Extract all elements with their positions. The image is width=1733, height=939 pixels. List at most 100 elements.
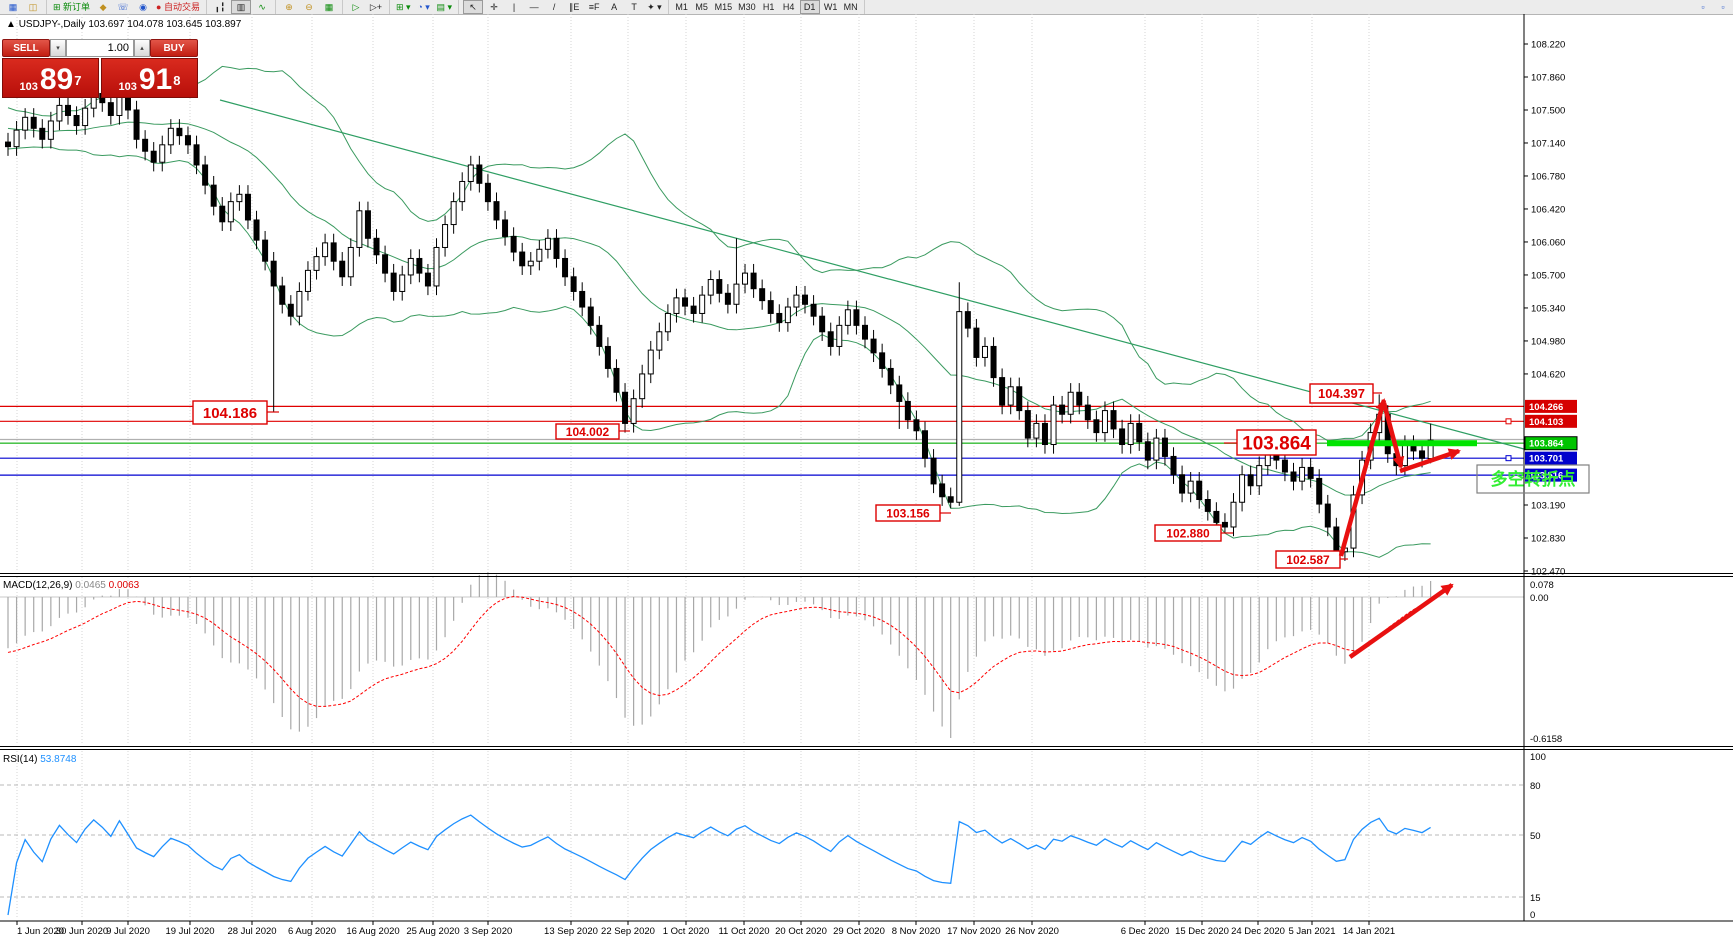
line-handle[interactable]: [1505, 455, 1512, 462]
candle-chart-icon[interactable]: ▥: [230, 0, 251, 14]
line-chart-icon[interactable]: ∿: [258, 2, 266, 12]
chart-window-icon[interactable]: ▦: [8, 2, 18, 12]
candle-body: [236, 193, 243, 203]
trend-arrow[interactable]: [1348, 583, 1454, 659]
candle-body: [810, 303, 817, 317]
tf-m30[interactable]: M30: [738, 2, 756, 12]
candle-body: [1153, 437, 1160, 461]
candle-body: [5, 141, 11, 148]
candle-body: [1221, 521, 1228, 528]
candle-body: [330, 242, 337, 262]
shapes-tool[interactable]: ✦ ▾: [647, 2, 662, 12]
collapse-arrow-icon[interactable]: ▲: [6, 19, 16, 30]
candle-body: [1161, 437, 1168, 457]
candle-body: [870, 338, 877, 354]
candle-body: [150, 150, 157, 163]
candle-body: [424, 272, 431, 287]
help-icon[interactable]: ▫: [1701, 2, 1705, 12]
tf-m5[interactable]: M5: [695, 2, 708, 12]
tile-windows-icon[interactable]: ▦: [324, 2, 334, 12]
cursor-tool[interactable]: ↖: [463, 0, 484, 14]
key-level-bar[interactable]: [1327, 440, 1477, 447]
fibo-tool[interactable]: ≡F: [588, 2, 600, 12]
trendline-tool[interactable]: /: [552, 2, 556, 12]
zoom-in-icon[interactable]: ⊕: [285, 2, 293, 12]
search-icon[interactable]: ▫: [1721, 2, 1725, 12]
main-toolbar: ▦ ◫ ⊞ 新订单 ◆ ☏ ◉ ● 自动交易 ╻╏ ▥ ∿ ⊕ ⊖ ▦ ▷ ▷+ ⊞ ▾ ◔ ▾ ▤ ▾ ↖ ✛ | — /…: [0, 0, 1733, 15]
channel-tool[interactable]: ∥E: [568, 2, 580, 12]
price-axis-label: 105.700: [1531, 270, 1565, 281]
volume-up-button[interactable]: ▴: [134, 39, 150, 57]
vline-tool[interactable]: |: [512, 2, 516, 12]
profile-preview-icon[interactable]: ◫: [28, 2, 38, 12]
strategy-tester-icon[interactable]: ▷: [352, 2, 360, 12]
candle-body: [999, 377, 1006, 406]
bid-quote[interactable]: 103 89 7: [2, 58, 99, 98]
tf-h1[interactable]: H1: [762, 2, 775, 12]
label-tool[interactable]: T: [631, 2, 637, 12]
price-tag-label: 103.516: [1529, 471, 1563, 482]
candle-body: [981, 345, 988, 358]
candle-body: [1290, 471, 1297, 482]
candle-body: [742, 272, 749, 285]
price-axis-label: 107.860: [1531, 72, 1565, 83]
tf-m1[interactable]: M1: [675, 2, 688, 12]
period-button[interactable]: ◔ ▾: [417, 2, 430, 12]
hline-tool[interactable]: —: [529, 2, 539, 12]
volume-down-button[interactable]: ▾: [50, 39, 66, 57]
tf-m15[interactable]: M15: [714, 2, 733, 12]
candle-body: [1401, 444, 1408, 467]
date-axis-label: 26 Nov 2020: [1005, 926, 1059, 937]
autotrade-button[interactable]: ● 自动交易: [156, 2, 200, 12]
candle-body: [1067, 391, 1074, 415]
trend-arrow[interactable]: [1399, 448, 1461, 474]
price-tag-label: 104.103: [1529, 417, 1563, 428]
candle-body: [167, 127, 174, 146]
note-box[interactable]: [1476, 464, 1590, 494]
trend-arrow[interactable]: [1338, 398, 1388, 557]
candle-body: [682, 297, 689, 307]
new-order-button[interactable]: ⊞ 新订单: [53, 2, 91, 12]
tf-w1[interactable]: W1: [823, 2, 838, 12]
bar-chart-icon[interactable]: ╻╏: [214, 2, 226, 12]
volume-input[interactable]: 1.00: [66, 39, 134, 57]
signal-icon[interactable]: ◉: [139, 2, 147, 12]
trend-arrow[interactable]: [1381, 402, 1405, 469]
price-annotation-label: 104.186: [203, 405, 257, 422]
price-annotation-box[interactable]: [1236, 429, 1317, 456]
candle-body: [862, 324, 868, 340]
candle-body: [142, 138, 149, 152]
add-indicator-button[interactable]: ⊞ ▾: [395, 2, 411, 12]
zoom-out-icon[interactable]: ⊖: [305, 2, 313, 12]
candle-body: [1033, 422, 1040, 439]
tf-h4[interactable]: H4: [782, 2, 795, 12]
text-tool[interactable]: A: [611, 2, 618, 12]
buy-button[interactable]: BUY: [150, 39, 198, 57]
candle-body: [656, 331, 663, 351]
bollinger-upper: [7, 65, 1431, 442]
price-chart[interactable]: 108.220 107.860 107.500 107.140 106.780 106.4…: [0, 14, 1733, 939]
line-handle[interactable]: [1505, 418, 1512, 425]
template-button[interactable]: ▤ ▾: [436, 2, 453, 12]
candle-body: [1230, 501, 1237, 528]
candle-body: [1127, 422, 1134, 446]
price-axis-label: 107.140: [1531, 138, 1565, 149]
depth-icon[interactable]: ◆: [99, 2, 107, 12]
scroll-end-icon[interactable]: ▷+: [369, 2, 383, 12]
crosshair-tool[interactable]: ✛: [490, 2, 498, 12]
tf-d1[interactable]: D1: [799, 0, 820, 14]
price-annotation-label: 104.002: [566, 425, 610, 439]
candle-body: [939, 483, 946, 498]
candle-body: [304, 269, 311, 292]
candle-body: [193, 144, 200, 166]
ask-quote[interactable]: 103 91 8: [101, 58, 198, 98]
sell-button[interactable]: SELL: [2, 39, 50, 57]
order-group: ⊞ 新订单 ◆ ☏ ◉ ● 自动交易: [47, 0, 207, 14]
candle-body: [407, 257, 414, 276]
candle-body: [287, 303, 294, 317]
candle-body: [1119, 428, 1126, 446]
candle-body: [819, 315, 826, 333]
descending-trendline[interactable]: [219, 99, 1525, 450]
tf-mn[interactable]: MN: [843, 2, 858, 12]
app-icon[interactable]: ☏: [117, 2, 129, 12]
